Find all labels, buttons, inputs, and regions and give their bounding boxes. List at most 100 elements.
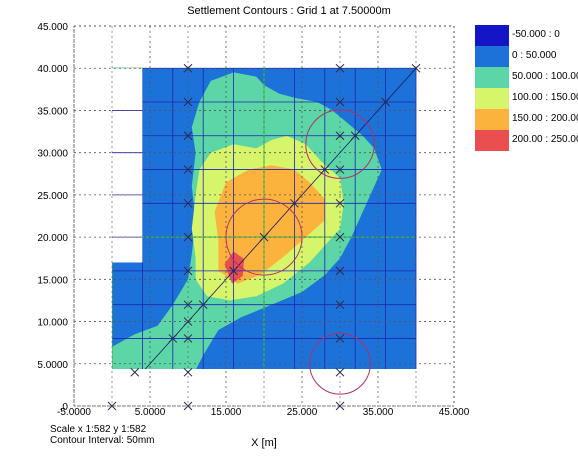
marker-stroke bbox=[183, 266, 193, 276]
y-tick-label: 15.000 bbox=[37, 275, 68, 286]
contour-region bbox=[214, 165, 325, 284]
legend-item: 100.00 : 150.00 bbox=[473, 88, 578, 109]
contour-interval-text: Contour Interval: 50mm bbox=[50, 435, 155, 446]
marker-stroke bbox=[335, 266, 345, 276]
y-tick-label: 25.000 bbox=[37, 191, 68, 202]
grid-point-marker bbox=[183, 165, 193, 174]
legend-swatch bbox=[475, 130, 509, 151]
marker-stroke bbox=[183, 131, 193, 141]
grid-point-marker bbox=[183, 232, 193, 242]
axes: 45.000 40.000 35.000 30.000 25.000 20.000 15.0… bbox=[37, 22, 469, 449]
legend: -50.000 : 0 0 : 50.000 50.000 : 100.00 1… bbox=[473, 25, 578, 151]
marker-stroke bbox=[350, 131, 360, 141]
marker-stroke bbox=[335, 198, 345, 208]
y-tick-label: 35.000 bbox=[37, 106, 68, 117]
marker-stroke bbox=[183, 198, 193, 208]
grid-point-marker bbox=[381, 97, 390, 107]
unmeshed-area bbox=[112, 68, 143, 263]
footing-circle bbox=[225, 198, 303, 276]
grid-point-marker bbox=[335, 232, 345, 242]
footing-circle bbox=[305, 109, 375, 179]
marker-stroke bbox=[183, 165, 193, 174]
legend-label: 100.00 : 150.00 bbox=[512, 92, 578, 103]
marker-stroke bbox=[290, 198, 299, 208]
marker-stroke bbox=[335, 367, 345, 377]
marker-stroke bbox=[183, 232, 193, 242]
y-tick-label: .0 bbox=[60, 402, 69, 413]
grid-point-marker bbox=[290, 198, 299, 208]
chart-title: Settlement Contours : Grid 1 at 7.50000m bbox=[187, 5, 391, 17]
legend-item: 0 : 50.000 bbox=[473, 46, 578, 67]
legend-swatch bbox=[475, 25, 509, 46]
grid-point-marker bbox=[335, 97, 345, 107]
grid-point-marker bbox=[335, 367, 345, 377]
y-tick-label: 30.000 bbox=[37, 149, 68, 160]
marker-stroke bbox=[335, 232, 345, 242]
y-tick-label: 40.000 bbox=[37, 64, 68, 75]
grid-point-marker bbox=[229, 266, 238, 276]
grid-point-marker bbox=[198, 300, 208, 310]
x-tick-label: 15.000 bbox=[211, 407, 242, 418]
y-tick-label: 10.000 bbox=[37, 318, 68, 329]
plot-frame bbox=[73, 25, 455, 407]
y-tick-label: 45.000 bbox=[37, 22, 68, 33]
x-tick-label: 35.000 bbox=[363, 407, 394, 418]
x-tick-label: -5.0000 bbox=[57, 407, 91, 418]
grid-point-marker bbox=[183, 317, 193, 326]
marker-stroke bbox=[381, 97, 390, 107]
grid-point-marker bbox=[183, 63, 193, 73]
grid-point-marker bbox=[335, 131, 345, 141]
legend-swatch bbox=[475, 67, 509, 88]
grid-point-marker bbox=[183, 97, 193, 107]
grid-point-marker bbox=[335, 266, 345, 276]
legend-label: -50.000 : 0 bbox=[512, 29, 560, 40]
grid-point-marker bbox=[335, 165, 345, 174]
grid-point-marker bbox=[130, 367, 140, 377]
y-tick-label: 5.0000 bbox=[37, 360, 68, 371]
grid-point-marker bbox=[183, 300, 193, 310]
x-tick-label: 45.000 bbox=[439, 407, 470, 418]
marker-stroke bbox=[130, 367, 140, 377]
scale-text: Scale x 1:582 y 1:582 bbox=[50, 424, 147, 435]
legend-swatch bbox=[475, 46, 509, 67]
marker-stroke bbox=[335, 63, 345, 73]
grid-point-marker bbox=[320, 165, 330, 174]
legend-label: 0 : 50.000 bbox=[512, 50, 557, 61]
marker-stroke bbox=[168, 334, 178, 343]
grid-point-marker bbox=[183, 198, 193, 208]
legend-item: 200.00 : 250.00 bbox=[473, 130, 578, 151]
marker-stroke bbox=[198, 300, 208, 310]
grid-point-marker bbox=[335, 334, 345, 343]
legend-swatch bbox=[475, 109, 509, 130]
marker-stroke bbox=[335, 165, 345, 174]
marker-stroke bbox=[335, 300, 345, 310]
legend-item: 150.00 : 200.00 bbox=[473, 109, 578, 130]
grid-point-marker bbox=[350, 131, 360, 141]
x-tick-label: 25.000 bbox=[287, 407, 318, 418]
grid-point-marker bbox=[183, 266, 193, 276]
grid-point-marker bbox=[335, 300, 345, 310]
y-tick-label: 20.000 bbox=[37, 233, 68, 244]
grid-point-marker bbox=[335, 401, 345, 411]
legend-item: -50.000 : 0 bbox=[473, 25, 578, 46]
grid-point-marker bbox=[183, 334, 193, 343]
grid-point-marker bbox=[168, 334, 178, 343]
legend-swatch bbox=[475, 88, 509, 109]
marker-stroke bbox=[335, 97, 345, 107]
grid-point-marker bbox=[183, 367, 193, 377]
footing-circles bbox=[225, 109, 375, 395]
marker-stroke bbox=[335, 131, 345, 141]
grid-point-marker bbox=[335, 198, 345, 208]
marker-stroke bbox=[183, 63, 193, 73]
marker-stroke bbox=[183, 300, 193, 310]
x-axis-label: X [m] bbox=[251, 437, 277, 449]
grid-point-marker bbox=[411, 63, 421, 73]
marker-stroke bbox=[183, 317, 193, 326]
grid-point-marker bbox=[259, 232, 269, 242]
legend-label: 150.00 : 200.00 bbox=[512, 113, 578, 124]
marker-stroke bbox=[335, 401, 345, 411]
grid-mesh-lines bbox=[112, 67, 417, 369]
marker-stroke bbox=[335, 334, 345, 343]
legend-label: 200.00 : 250.00 bbox=[512, 134, 578, 145]
